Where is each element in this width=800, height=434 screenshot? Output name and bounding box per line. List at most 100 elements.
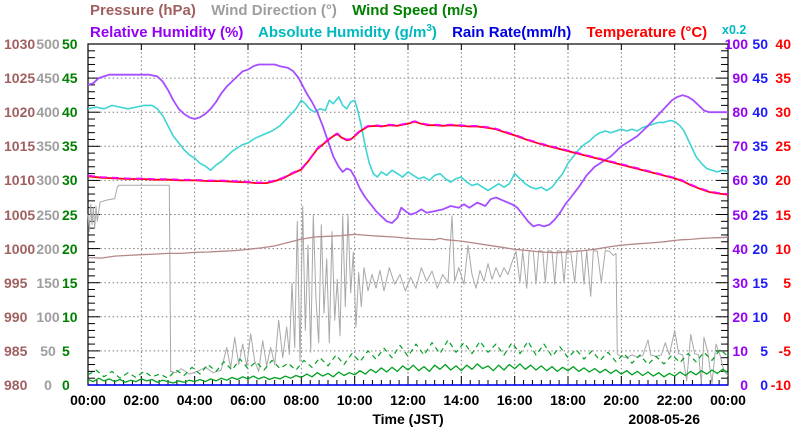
- left-axis-wind-speed-tick-5: 5: [62, 342, 70, 359]
- x-axis-tick-9-18:00: 18:00: [550, 392, 586, 408]
- left-axis-wind-direction-tick-500: 500: [36, 36, 60, 52]
- legend-wind-direction: Wind Direction (°): [211, 2, 337, 19]
- right-axis-temperature-tick-15: 15: [775, 206, 791, 223]
- left-axis-pressure-tick-1015: 1015: [4, 138, 36, 155]
- left-axis-pressure-tick-985: 985: [4, 342, 28, 359]
- right-axis-relative-humidity-tick-60: 60: [732, 172, 748, 189]
- series-absolute-humidity: [87, 96, 729, 192]
- x-axis-tick-3-06:00: 06:00: [230, 392, 266, 408]
- legend-absolute-humidity: Absolute Humidity (g/m3): [258, 23, 437, 41]
- left-axis-wind-speed-tick-35: 35: [62, 138, 78, 155]
- legend-relative-humidity: Relative Humidity (%): [90, 24, 244, 41]
- legend-absolute-humidity-close: ): [431, 24, 437, 41]
- left-axis-wind-speed-tick-25: 25: [62, 206, 78, 223]
- left-axis-pressure-tick-1025: 1025: [4, 70, 36, 87]
- right-axis-relative-humidity-tick-10: 10: [732, 342, 748, 359]
- left-axis-pressure-tick-995: 995: [4, 274, 28, 291]
- gridlines: [88, 44, 728, 385]
- series-wind-direction: [87, 184, 729, 385]
- right-axis-rain-rate-tick-20: 20: [752, 240, 768, 257]
- legend-absolute-humidity-text: Absolute Humidity (g/m: [258, 24, 427, 41]
- right-axis-temperature-tick-30: 30: [775, 104, 791, 121]
- right-axis-rain-rate-tick-10: 10: [752, 308, 768, 325]
- left-axis-pressure-tick-990: 990: [4, 308, 28, 325]
- series-pressure: [87, 233, 729, 259]
- right-axis-relative-humidity-tick-90: 90: [732, 70, 748, 87]
- left-axis-wind-direction-tick-100: 100: [36, 308, 60, 325]
- left-axis-wind-speed-tick-50: 50: [62, 36, 78, 52]
- left-axis-wind-speed-tick-30: 30: [62, 172, 78, 189]
- series-group: [87, 63, 729, 386]
- left-axis-pressure-tick-1030: 1030: [4, 36, 36, 52]
- right-axis-rain-rate-tick-30: 30: [752, 172, 768, 189]
- legend-temperature: Temperature (°C): [586, 24, 708, 41]
- left-axis-wind-speed-tick-40: 40: [62, 104, 78, 121]
- right-axis-rain-rate-tick-35: 35: [752, 138, 768, 155]
- right-axis-relative-humidity-tick-40: 40: [732, 240, 748, 257]
- left-axis-pressure-tick-1010: 1010: [4, 172, 36, 189]
- right-axis-temperature-tick-5: 5: [783, 274, 791, 291]
- x-axis-tick-10-20:00: 20:00: [603, 392, 640, 408]
- x-axis-title: Time (JST): [372, 411, 444, 427]
- x-axis-tick-1-02:00: 02:00: [123, 392, 160, 408]
- left-axis-wind-speed-tick-20: 20: [62, 240, 78, 257]
- series-wind-speed-gust: [87, 339, 729, 379]
- right-axis-relative-humidity-tick-100: 100: [724, 36, 748, 52]
- x-axis-tick-12-00:00: 00:00: [710, 392, 746, 408]
- right-axis-temperature-tick-35: 35: [775, 70, 791, 87]
- chart-title-line2: Relative Humidity (%) Absolute Humidity …: [90, 20, 718, 42]
- right-axis-rain-rate-tick-25: 25: [752, 206, 768, 223]
- right-axis-relative-humidity-tick-70: 70: [732, 138, 748, 155]
- x-axis-tick-5-10:00: 10:00: [336, 392, 373, 408]
- scale-note-x0-2: x0.2: [722, 23, 747, 37]
- left-axis-pressure-tick-980: 980: [4, 377, 28, 393]
- x-axis-tick-6-12:00: 12:00: [390, 392, 426, 408]
- left-axis-pressure-tick-1020: 1020: [4, 104, 36, 121]
- right-axis-temperature-tick-0: 0: [783, 308, 791, 325]
- right-axis-relative-humidity-tick-80: 80: [732, 104, 748, 121]
- left-axis-wind-direction-tick-50: 50: [40, 342, 56, 359]
- right-axis-relative-humidity-tick-0: 0: [740, 377, 748, 393]
- x-axis-tick-7-14:00: 14:00: [443, 392, 480, 408]
- x-axis-tick-0-00:00: 00:00: [70, 392, 106, 408]
- x-axis-tick-4-08:00: 08:00: [283, 392, 320, 408]
- right-axis-relative-humidity-tick-20: 20: [732, 308, 748, 325]
- x-axis-tick-11-22:00: 22:00: [656, 392, 693, 408]
- left-axis-wind-direction-tick-400: 400: [36, 104, 60, 121]
- x-axis-tick-8-16:00: 16:00: [496, 392, 533, 408]
- series-temperature-sensor2: [87, 120, 729, 195]
- legend-pressure: Pressure (hPa): [90, 2, 196, 19]
- right-axis-rain-rate-tick-5: 5: [760, 342, 768, 359]
- x-axis-tick-2-04:00: 04:00: [176, 392, 213, 408]
- left-axis-wind-direction-tick-450: 450: [36, 70, 60, 87]
- right-axis-rain-rate-tick-50: 50: [752, 36, 768, 52]
- right-axis-rain-rate-tick-0: 0: [760, 377, 768, 393]
- series-wind-speed: [87, 363, 729, 384]
- series-relative-humidity: [87, 63, 728, 228]
- left-axis-wind-direction-tick-300: 300: [36, 172, 60, 189]
- left-axis-wind-speed-tick-0: 0: [62, 377, 70, 393]
- date-label: 2008-05-26: [628, 411, 700, 427]
- right-axis-temperature-tick--5: -5: [778, 342, 791, 359]
- chart-title-line1: Pressure (hPa) Wind Direction (°) Wind S…: [90, 2, 489, 20]
- right-axis-temperature-tick-20: 20: [775, 172, 791, 189]
- right-axis-rain-rate-tick-15: 15: [752, 274, 768, 291]
- left-axis-wind-speed-tick-10: 10: [62, 308, 78, 325]
- left-axis-wind-speed-tick-15: 15: [62, 274, 78, 291]
- right-axis-rain-rate-tick-45: 45: [752, 70, 768, 87]
- legend-wind-speed: Wind Speed (m/s): [352, 2, 478, 19]
- left-axis-pressure-tick-1000: 1000: [4, 240, 36, 257]
- left-axis-wind-speed-tick-45: 45: [62, 70, 78, 87]
- right-axis-relative-humidity-tick-30: 30: [732, 274, 748, 291]
- right-axis-temperature-tick-40: 40: [775, 36, 791, 52]
- right-axis-temperature-tick-25: 25: [775, 138, 791, 155]
- right-axis-rain-rate-tick-40: 40: [752, 104, 768, 121]
- right-axis-temperature-tick-10: 10: [775, 240, 791, 257]
- left-axis-pressure-tick-1005: 1005: [4, 206, 36, 223]
- legend-rain-rate: Rain Rate(mm/h): [452, 24, 572, 41]
- legend-absolute-humidity-sup: 3: [426, 23, 432, 34]
- left-axis-wind-direction-tick-150: 150: [36, 274, 60, 291]
- left-axis-wind-direction-tick-350: 350: [36, 138, 60, 155]
